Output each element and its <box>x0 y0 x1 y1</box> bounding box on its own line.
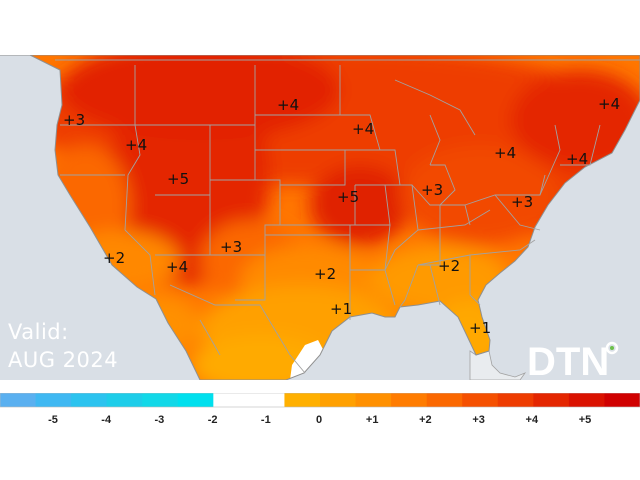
anomaly-label: +1 <box>469 319 491 337</box>
legend-tick-label: +4 <box>526 414 539 426</box>
legend-tick-label: +1 <box>366 414 379 426</box>
legend-color-bin <box>106 393 143 407</box>
dtn-logo: DTN <box>527 340 619 380</box>
legend-color-bin <box>177 393 214 407</box>
anomaly-label: +3 <box>220 238 242 256</box>
dtn-logo-dot-accent <box>610 346 614 350</box>
anomaly-label: +2 <box>438 257 460 275</box>
legend-color-bin <box>71 393 108 407</box>
anomaly-label: +4 <box>166 258 188 276</box>
legend-tick-label: -2 <box>208 414 218 426</box>
color-scale-legend: -5 -4 -3 -2 -1 0 +1 +2 +3 +4 +5 <box>0 392 640 433</box>
anomaly-label: +1 <box>330 300 352 318</box>
valid-label: Valid: <box>8 320 69 344</box>
legend-tick-label: -4 <box>101 414 112 426</box>
legend-color-bin <box>533 393 570 407</box>
legend-color-bin <box>213 393 250 407</box>
legend-color-bin <box>355 393 392 407</box>
anomaly-label: +3 <box>63 111 85 129</box>
legend-color-bin <box>462 393 499 407</box>
valid-period: AUG 2024 <box>8 348 118 372</box>
dtn-logo-text: DTN <box>527 340 609 380</box>
anomaly-label: +2 <box>314 265 336 283</box>
legend-tick-label: 0 <box>316 414 322 426</box>
anomaly-label: +4 <box>598 95 620 113</box>
legend-frame <box>0 392 640 408</box>
legend-color-bin <box>497 393 534 407</box>
anomaly-label: +3 <box>421 181 443 199</box>
legend-tick-label: +3 <box>472 414 485 426</box>
anomaly-label: +4 <box>566 150 588 168</box>
legend-tick-label: -5 <box>48 414 58 426</box>
legend-color-bin <box>391 393 428 407</box>
legend-color-bin <box>604 393 640 407</box>
legend-color-bin <box>426 393 463 407</box>
anomaly-label: +4 <box>352 120 374 138</box>
legend-tick-label: +5 <box>579 414 592 426</box>
legend-tick-label: -3 <box>155 414 165 426</box>
legend-color-bin <box>35 393 72 407</box>
anomaly-label: +5 <box>167 170 189 188</box>
anomaly-map: Valid: AUG 2024 DTN +3 +4 +5 +2 +4 +3 +4… <box>0 55 640 380</box>
legend-color-bin <box>568 393 605 407</box>
anomaly-label: +4 <box>277 96 299 114</box>
anomaly-label: +4 <box>494 144 516 162</box>
anomaly-label: +5 <box>337 188 359 206</box>
anomaly-label: +3 <box>511 193 533 211</box>
legend-tick-label: -1 <box>261 414 271 426</box>
legend-color-bin <box>284 393 321 407</box>
legend-color-bin <box>248 393 285 407</box>
anomaly-labels: +3 +4 +5 +2 +4 +3 +4 +4 +5 +2 +1 +3 +4 +… <box>63 95 620 337</box>
legend-color-bin <box>320 393 357 407</box>
legend-color-bin <box>0 393 37 407</box>
legend-color-bin <box>142 393 179 407</box>
anomaly-label: +4 <box>125 136 147 154</box>
dtn-logo-dot <box>605 341 619 355</box>
legend-tick-label: +2 <box>419 414 432 426</box>
state-borders <box>55 59 640 374</box>
anomaly-label: +2 <box>103 249 125 267</box>
